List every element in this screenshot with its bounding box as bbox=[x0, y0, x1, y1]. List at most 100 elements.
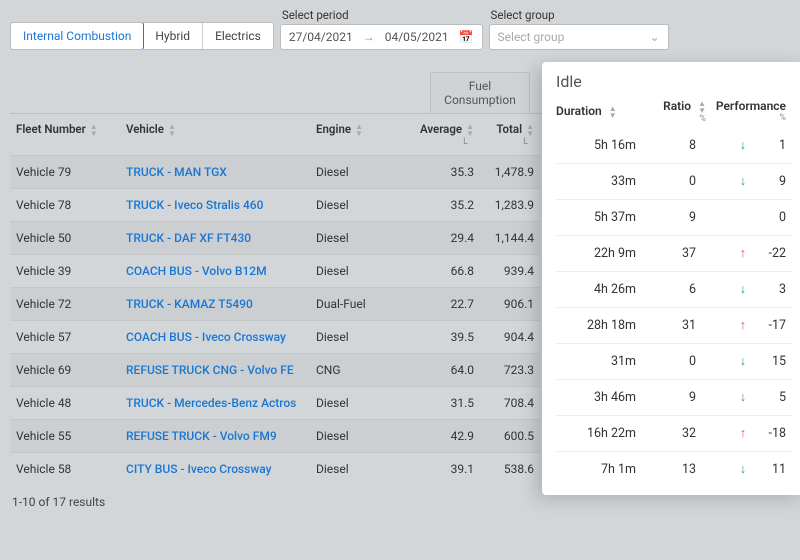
calendar-icon: 📅 bbox=[459, 30, 474, 44]
cell-ratio: 0 bbox=[646, 354, 706, 369]
idle-row: 16h 22m32↑-18 bbox=[556, 415, 792, 451]
cell-performance: ↓9 bbox=[706, 174, 786, 189]
sort-icon: ▲▼ bbox=[168, 123, 176, 137]
arrow-down-icon: ↓ bbox=[740, 174, 746, 189]
col-idle-performance[interactable]: Performance% bbox=[706, 99, 786, 123]
vehicle-link: COACH BUS - Volvo B12M bbox=[126, 264, 267, 278]
cell-performance: ↑-17 bbox=[706, 318, 786, 333]
cell-fleet: Vehicle 69 bbox=[10, 353, 120, 386]
idle-row: 33m0↓9 bbox=[556, 163, 792, 199]
cell-vehicle[interactable]: COACH BUS - Iveco Crossway bbox=[120, 320, 310, 353]
sort-icon: ▲▼ bbox=[526, 123, 534, 137]
cell-performance: ↓15 bbox=[706, 354, 786, 369]
cell-fleet: Vehicle 48 bbox=[10, 386, 120, 419]
cell-fleet: Vehicle 79 bbox=[10, 155, 120, 188]
sort-icon: ▲▼ bbox=[609, 105, 617, 119]
cell-fleet: Vehicle 55 bbox=[10, 419, 120, 452]
cell-performance: ↓11 bbox=[706, 462, 786, 477]
cell-duration: 7h 1m bbox=[556, 462, 646, 477]
cell-vehicle[interactable]: COACH BUS - Volvo B12M bbox=[120, 254, 310, 287]
cell-avg: 35.3 bbox=[410, 155, 480, 188]
table-row: Vehicle 78TRUCK - Iveco Stralis 460Diese… bbox=[10, 188, 540, 221]
engine-type-tabs: Internal Combustion Hybrid Electrics bbox=[10, 22, 274, 50]
arrow-up-icon: ↑ bbox=[740, 318, 746, 333]
sort-icon: ▲▼ bbox=[355, 123, 363, 137]
tab-internal-combustion[interactable]: Internal Combustion bbox=[10, 22, 144, 50]
cell-total: 600.5 bbox=[480, 419, 540, 452]
cell-total: 939.4 bbox=[480, 254, 540, 287]
cell-engine: Diesel bbox=[310, 221, 410, 254]
idle-title: Idle bbox=[556, 72, 792, 91]
cell-fleet: Vehicle 78 bbox=[10, 188, 120, 221]
arrow-up-icon: ↑ bbox=[740, 246, 746, 261]
cell-engine: Diesel bbox=[310, 188, 410, 221]
arrow-up-icon: ↑ bbox=[740, 426, 746, 441]
cell-vehicle[interactable]: TRUCK - Mercedes-Benz Actros bbox=[120, 386, 310, 419]
fleet-table: Fleet Number▲▼ Vehicle▲▼ Engine▲▼ Averag… bbox=[10, 114, 540, 485]
col-fleet-number[interactable]: Fleet Number▲▼ bbox=[10, 114, 120, 155]
col-idle-duration[interactable]: Duration ▲▼ bbox=[556, 104, 646, 119]
cell-duration: 5h 16m bbox=[556, 138, 646, 153]
cell-engine: Diesel bbox=[310, 254, 410, 287]
cell-vehicle[interactable]: REFUSE TRUCK CNG - Volvo FE bbox=[120, 353, 310, 386]
cell-avg: 64.0 bbox=[410, 353, 480, 386]
cell-duration: 16h 22m bbox=[556, 426, 646, 441]
vehicle-link: TRUCK - Mercedes-Benz Actros bbox=[126, 396, 296, 410]
cell-avg: 35.2 bbox=[410, 188, 480, 221]
tab-electrics[interactable]: Electrics bbox=[203, 23, 273, 49]
cell-engine: Diesel bbox=[310, 452, 410, 485]
cell-vehicle[interactable]: TRUCK - DAF XF FT430 bbox=[120, 221, 310, 254]
table-row: Vehicle 57COACH BUS - Iveco CrosswayDies… bbox=[10, 320, 540, 353]
idle-row: 22h 9m37↑-22 bbox=[556, 235, 792, 271]
sort-icon: ▲▼ bbox=[698, 100, 706, 114]
col-average[interactable]: Average▲▼L bbox=[410, 114, 480, 155]
cell-engine: Diesel bbox=[310, 155, 410, 188]
cell-performance: ↑-22 bbox=[706, 246, 786, 261]
cell-duration: 28h 18m bbox=[556, 318, 646, 333]
cell-ratio: 13 bbox=[646, 462, 706, 477]
table-row: Vehicle 79TRUCK - MAN TGXDiesel35.31,478… bbox=[10, 155, 540, 188]
cell-avg: 29.4 bbox=[410, 221, 480, 254]
idle-row: 28h 18m31↑-17 bbox=[556, 307, 792, 343]
cell-duration: 33m bbox=[556, 174, 646, 189]
col-total[interactable]: Total▲▼L bbox=[480, 114, 540, 155]
cell-avg: 66.8 bbox=[410, 254, 480, 287]
arrow-down-icon: ↓ bbox=[740, 354, 746, 369]
cell-avg: 42.9 bbox=[410, 419, 480, 452]
idle-row: 5h 16m8↓1 bbox=[556, 128, 792, 163]
vehicle-link: TRUCK - KAMAZ T5490 bbox=[126, 297, 253, 311]
idle-row: 3h 46m9↓5 bbox=[556, 379, 792, 415]
cell-vehicle[interactable]: TRUCK - MAN TGX bbox=[120, 155, 310, 188]
vehicle-link: TRUCK - DAF XF FT430 bbox=[126, 231, 251, 245]
cell-vehicle[interactable]: TRUCK - KAMAZ T5490 bbox=[120, 287, 310, 320]
col-engine[interactable]: Engine▲▼ bbox=[310, 114, 410, 155]
idle-panel: Idle Duration ▲▼ Ratio ▲▼% Performance% … bbox=[542, 62, 800, 495]
cell-vehicle[interactable]: TRUCK - Iveco Stralis 460 bbox=[120, 188, 310, 221]
cell-engine: Diesel bbox=[310, 386, 410, 419]
cell-performance: ↓5 bbox=[706, 390, 786, 405]
arrow-down-icon: ↓ bbox=[740, 282, 746, 297]
fuel-consumption-header: Fuel Consumption bbox=[430, 72, 530, 113]
cell-total: 1,283.9 bbox=[480, 188, 540, 221]
cell-total: 1,144.4 bbox=[480, 221, 540, 254]
period-label: Select period bbox=[280, 8, 483, 22]
arrow-right-icon: → bbox=[363, 30, 375, 44]
tab-hybrid[interactable]: Hybrid bbox=[143, 23, 203, 49]
cell-performance: ↓3 bbox=[706, 282, 786, 297]
period-to: 04/05/2021 bbox=[385, 30, 449, 44]
cell-vehicle[interactable]: REFUSE TRUCK - Volvo FM9 bbox=[120, 419, 310, 452]
cell-vehicle[interactable]: CITY BUS - Iveco Crossway bbox=[120, 452, 310, 485]
table-row: Vehicle 69REFUSE TRUCK CNG - Volvo FECNG… bbox=[10, 353, 540, 386]
group-select[interactable]: Select group ⌄ bbox=[489, 24, 669, 50]
col-idle-ratio[interactable]: Ratio ▲▼% bbox=[646, 99, 706, 124]
cell-engine: Diesel bbox=[310, 419, 410, 452]
cell-duration: 4h 26m bbox=[556, 282, 646, 297]
sort-icon: ▲▼ bbox=[466, 123, 474, 137]
col-vehicle[interactable]: Vehicle▲▼ bbox=[120, 114, 310, 155]
cell-duration: 22h 9m bbox=[556, 246, 646, 261]
cell-duration: 3h 46m bbox=[556, 390, 646, 405]
cell-ratio: 0 bbox=[646, 174, 706, 189]
period-picker[interactable]: 27/04/2021 → 04/05/2021 📅 bbox=[280, 24, 483, 50]
period-from: 27/04/2021 bbox=[289, 30, 353, 44]
cell-performance: ↓1 bbox=[706, 138, 786, 153]
